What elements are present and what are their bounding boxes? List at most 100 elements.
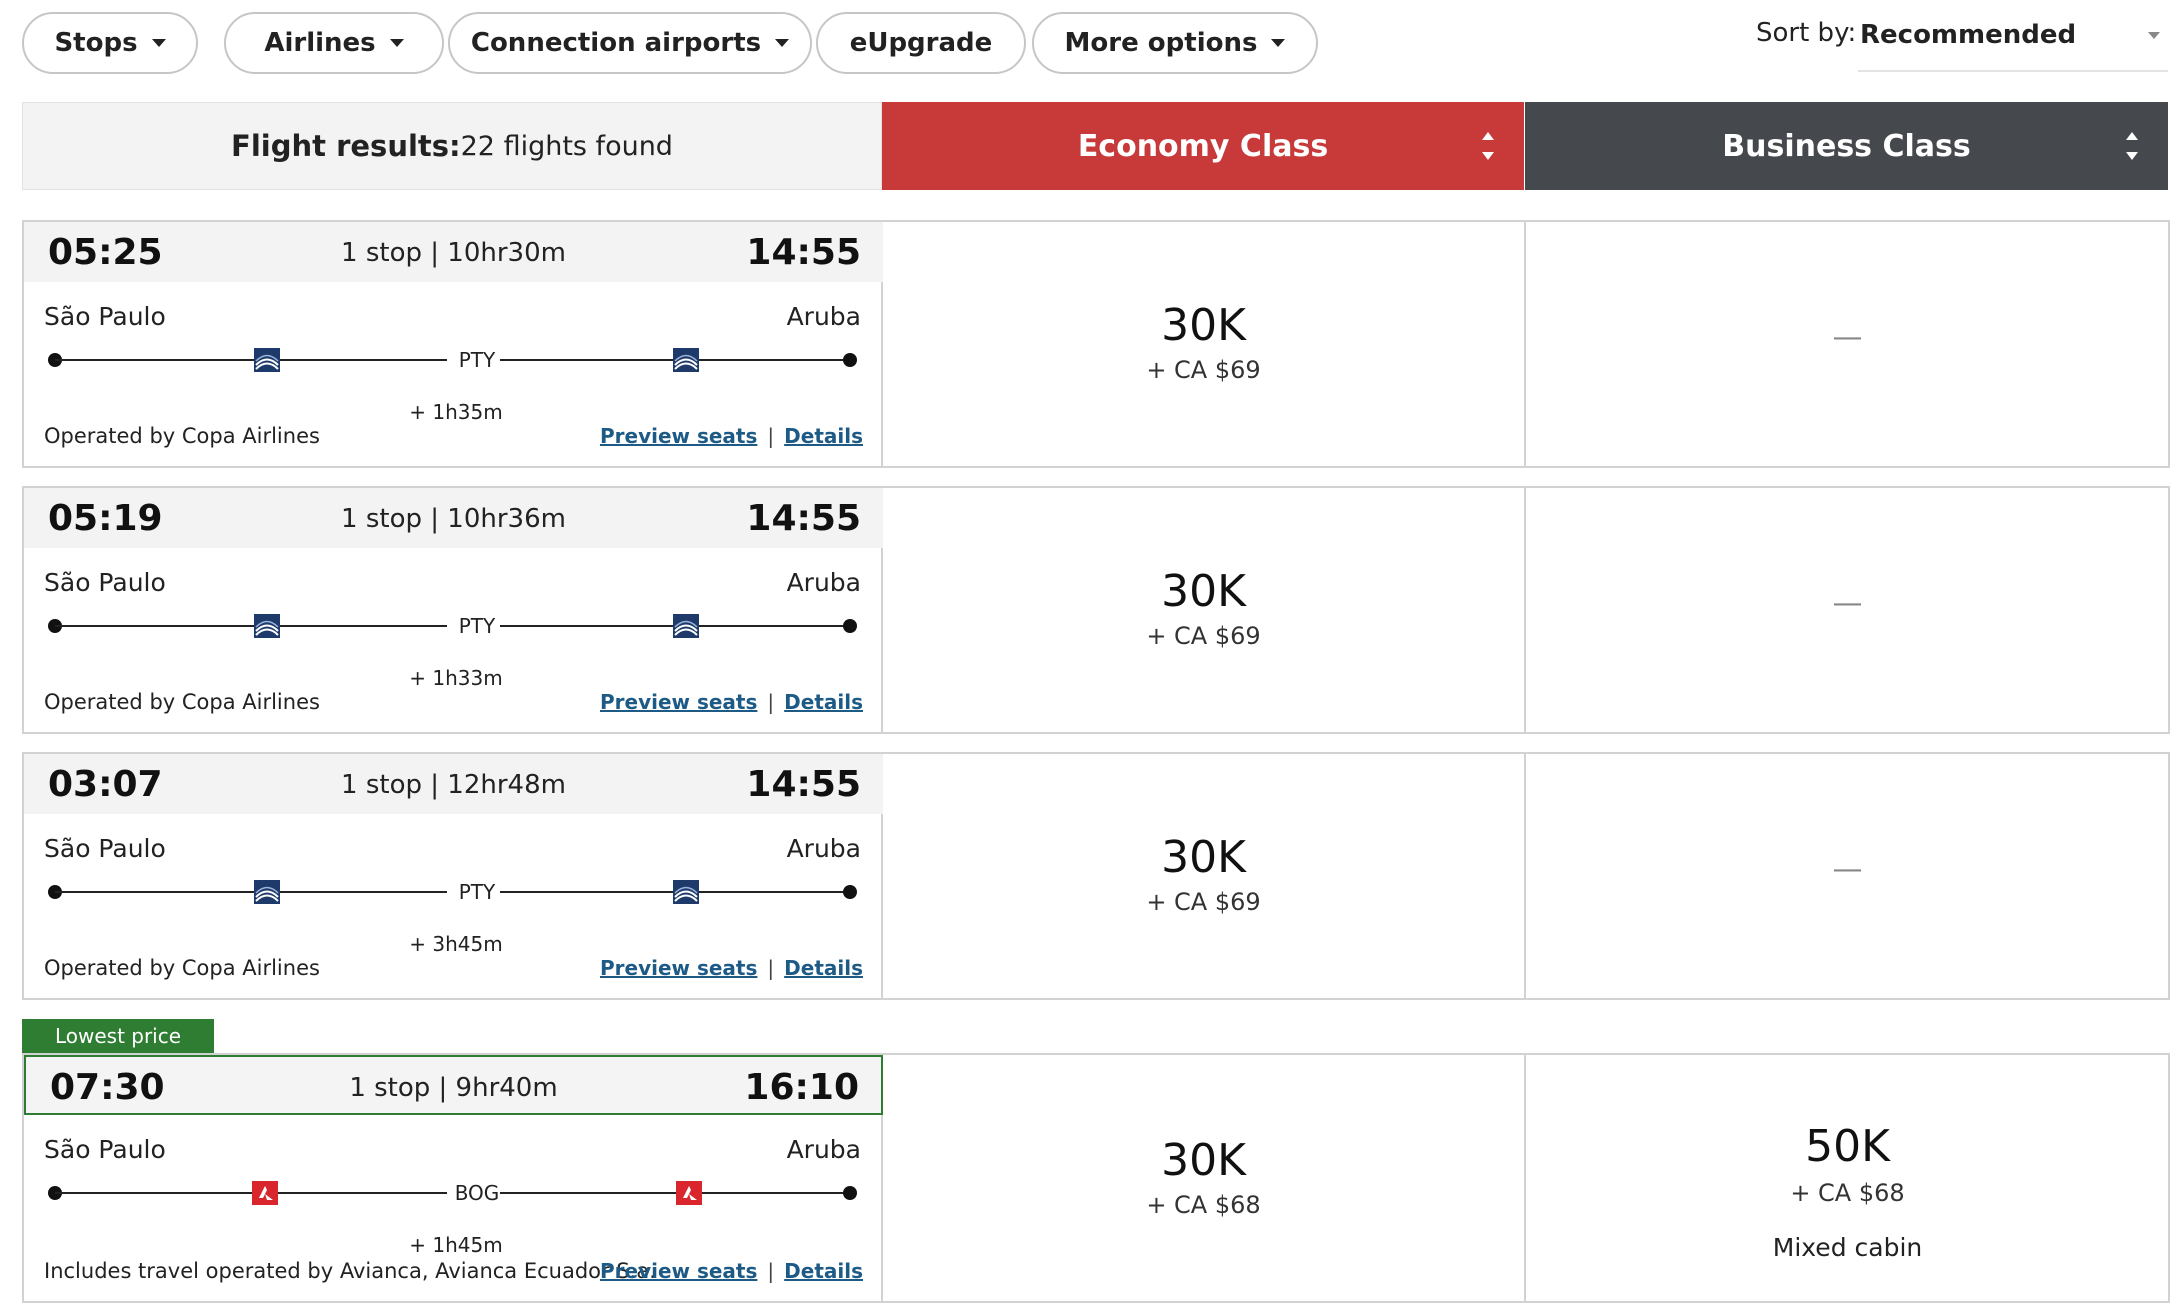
stop-airport-code: BOG bbox=[447, 1181, 507, 1205]
flight-duration: 1 stop | 10hr36m bbox=[341, 504, 566, 534]
caret-down-icon bbox=[775, 39, 790, 47]
flight-duration: 1 stop | 12hr48m bbox=[341, 770, 566, 800]
economy-miles: 30K bbox=[1161, 832, 1246, 883]
flight-results-header: Flight results: 22 flights found bbox=[22, 102, 882, 190]
economy-price-cell[interactable]: 30K + CA $69 bbox=[883, 754, 1526, 998]
details-link[interactable]: Details bbox=[784, 1259, 863, 1283]
more-options-filter-button[interactable]: More options bbox=[1032, 12, 1318, 74]
destination-city: Aruba bbox=[786, 1135, 861, 1164]
stop-airport-code: PTY bbox=[447, 614, 507, 638]
flight-card[interactable]: 05:25 1 stop | 10hr30m 14:55 São Paulo A… bbox=[22, 220, 2170, 468]
flight-card[interactable]: 03:07 1 stop | 12hr48m 14:55 São Paulo A… bbox=[22, 752, 2170, 1000]
route-segment bbox=[55, 359, 448, 361]
economy-tax: + CA $69 bbox=[1146, 622, 1261, 650]
copa-logo-icon bbox=[673, 348, 699, 372]
flight-card[interactable]: 05:19 1 stop | 10hr36m 14:55 São Paulo A… bbox=[22, 486, 2170, 734]
chevron-down-icon bbox=[2148, 32, 2160, 39]
origin-city: São Paulo bbox=[44, 834, 166, 863]
origin-city: São Paulo bbox=[44, 302, 166, 331]
departure-time: 05:19 bbox=[48, 498, 163, 539]
destination-dot bbox=[843, 885, 857, 899]
flight-links: Preview seats | Details bbox=[600, 1259, 863, 1283]
layover-duration: + 1h33m bbox=[409, 666, 503, 690]
sort-by-value: Recommended bbox=[1860, 20, 2077, 50]
destination-dot bbox=[843, 353, 857, 367]
departure-time: 07:30 bbox=[50, 1067, 165, 1108]
destination-dot bbox=[843, 1186, 857, 1200]
stop-airport-code: PTY bbox=[447, 880, 507, 904]
flight-duration: 1 stop | 10hr30m bbox=[341, 238, 566, 268]
caret-down-icon bbox=[389, 39, 404, 47]
sort-by-select[interactable]: Recommended bbox=[1858, 14, 2168, 72]
business-price-cell: — bbox=[1526, 222, 2169, 466]
flight-duration: 1 stop | 9hr40m bbox=[349, 1073, 558, 1103]
arrival-time: 16:10 bbox=[744, 1067, 859, 1108]
economy-miles: 30K bbox=[1161, 566, 1246, 617]
more-options-filter-label: More options bbox=[1064, 28, 1258, 58]
preview-seats-link[interactable]: Preview seats bbox=[599, 690, 758, 714]
link-separator: | bbox=[767, 956, 775, 980]
lowest-price-badge: Lowest price bbox=[22, 1019, 214, 1053]
economy-miles: 30K bbox=[1161, 1135, 1246, 1186]
copa-logo-icon bbox=[254, 880, 280, 904]
eupgrade-filter-button[interactable]: eUpgrade bbox=[816, 12, 1026, 74]
sort-arrows-icon bbox=[1482, 132, 1494, 160]
details-link[interactable]: Details bbox=[784, 424, 863, 448]
flight-links: Preview seats | Details bbox=[600, 690, 863, 714]
business-unavailable: — bbox=[1832, 320, 1863, 355]
connection-airports-filter-label: Connection airports bbox=[470, 28, 762, 58]
preview-seats-link[interactable]: Preview seats bbox=[599, 956, 758, 980]
copa-logo-icon bbox=[254, 614, 280, 638]
eupgrade-filter-label: eUpgrade bbox=[849, 28, 993, 58]
layover-duration: + 1h45m bbox=[409, 1233, 503, 1257]
flight-results-count: 22 flights found bbox=[460, 130, 673, 162]
flight-info: 07:30 1 stop | 9hr40m 16:10 São Paulo Ar… bbox=[24, 1055, 883, 1301]
economy-price-cell[interactable]: 30K + CA $68 bbox=[883, 1055, 1526, 1301]
copa-logo-icon bbox=[673, 614, 699, 638]
flight-time-strip: 05:19 1 stop | 10hr36m 14:55 bbox=[24, 488, 883, 548]
preview-seats-link[interactable]: Preview seats bbox=[599, 424, 758, 448]
copa-logo-icon bbox=[254, 348, 280, 372]
layover-duration: + 3h45m bbox=[409, 932, 503, 956]
business-price-cell: — bbox=[1526, 488, 2169, 732]
departure-time: 05:25 bbox=[48, 232, 163, 273]
connection-airports-filter-button[interactable]: Connection airports bbox=[448, 12, 812, 74]
economy-class-column-header[interactable]: Economy Class bbox=[882, 102, 1524, 190]
route-segment bbox=[55, 891, 448, 893]
route-segment bbox=[55, 1192, 448, 1194]
route-line: PTY bbox=[48, 348, 857, 372]
avianca-logo-icon bbox=[252, 1181, 278, 1205]
flight-links: Preview seats | Details bbox=[600, 956, 863, 980]
business-unavailable: — bbox=[1832, 852, 1863, 887]
destination-city: Aruba bbox=[786, 568, 861, 597]
flight-time-strip: 05:25 1 stop | 10hr30m 14:55 bbox=[24, 222, 883, 282]
economy-price-cell[interactable]: 30K + CA $69 bbox=[883, 222, 1526, 466]
details-link[interactable]: Details bbox=[784, 956, 863, 980]
stop-airport-code: PTY bbox=[447, 348, 507, 372]
mixed-cabin-note: Mixed cabin bbox=[1772, 1233, 1923, 1262]
flight-info: 05:25 1 stop | 10hr30m 14:55 São Paulo A… bbox=[24, 222, 883, 466]
business-price-cell[interactable]: 50K + CA $68 Mixed cabin bbox=[1526, 1055, 2169, 1301]
stops-filter-button[interactable]: Stops bbox=[22, 12, 198, 74]
caret-down-icon bbox=[1271, 39, 1286, 47]
link-separator: | bbox=[767, 1259, 775, 1283]
business-unavailable: — bbox=[1832, 586, 1863, 621]
economy-price-cell[interactable]: 30K + CA $69 bbox=[883, 488, 1526, 732]
flight-results-title: Flight results: bbox=[231, 129, 461, 163]
details-link[interactable]: Details bbox=[784, 690, 863, 714]
economy-miles: 30K bbox=[1161, 300, 1246, 351]
airlines-filter-button[interactable]: Airlines bbox=[224, 12, 444, 74]
flight-card[interactable]: 07:30 1 stop | 9hr40m 16:10 São Paulo Ar… bbox=[22, 1053, 2170, 1303]
departure-time: 03:07 bbox=[48, 764, 163, 805]
route-segment bbox=[55, 625, 448, 627]
operated-by: Operated by Copa Airlines bbox=[44, 424, 320, 448]
layover-duration: + 1h35m bbox=[409, 400, 503, 424]
operated-by: Operated by Copa Airlines bbox=[44, 690, 320, 714]
preview-seats-link[interactable]: Preview seats bbox=[599, 1259, 758, 1283]
economy-class-label: Economy Class bbox=[1077, 128, 1329, 164]
destination-city: Aruba bbox=[786, 302, 861, 331]
flight-info: 03:07 1 stop | 12hr48m 14:55 São Paulo A… bbox=[24, 754, 883, 998]
business-tax: + CA $68 bbox=[1790, 1179, 1905, 1207]
route-segment bbox=[500, 1192, 850, 1194]
business-class-column-header[interactable]: Business Class bbox=[1525, 102, 2168, 190]
